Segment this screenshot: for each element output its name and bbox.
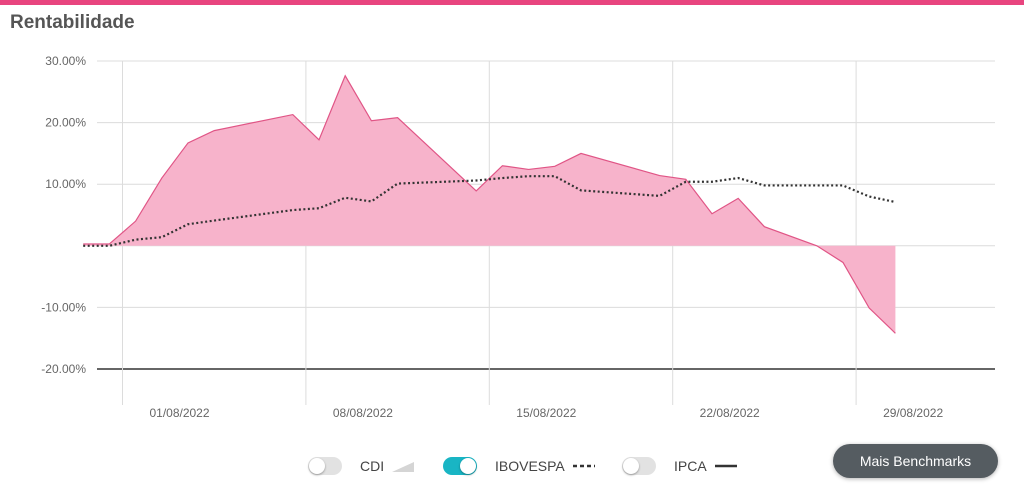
x-tick-label: 08/08/2022 bbox=[333, 406, 393, 420]
x-tick-label: 22/08/2022 bbox=[700, 406, 760, 420]
more-benchmarks-button[interactable]: Mais Benchmarks bbox=[833, 444, 998, 478]
x-tick-label: 29/08/2022 bbox=[883, 406, 943, 420]
cdi-label: CDI bbox=[360, 458, 385, 474]
ibovespa-label: IBOVESPA bbox=[495, 458, 565, 474]
x-tick-label: 15/08/2022 bbox=[516, 406, 576, 420]
ibovespa-series-line bbox=[83, 175, 896, 247]
toggle-knob bbox=[309, 458, 325, 474]
dotted-line-swatch-icon bbox=[572, 464, 595, 468]
fund-area bbox=[83, 75, 896, 334]
ipca-toggle[interactable] bbox=[622, 457, 656, 475]
y-tick-label: 20.00% bbox=[45, 116, 86, 130]
rentabilidade-chart: 30.00% 20.00% 10.00% -10.00% -20.00% 01/08/20… bbox=[41, 54, 995, 420]
legend-item-ibovespa: IBOVESPA bbox=[443, 454, 595, 478]
top-accent-bar bbox=[0, 0, 1024, 5]
y-tick-label: -10.00% bbox=[41, 300, 86, 314]
toggle-knob bbox=[460, 458, 476, 474]
legend-item-cdi: CDI bbox=[308, 454, 415, 478]
ibovespa-toggle[interactable] bbox=[443, 457, 477, 475]
y-tick-label: 10.00% bbox=[45, 177, 86, 191]
x-tick-label: 01/08/2022 bbox=[149, 406, 209, 420]
legend-item-ipca: IPCA bbox=[622, 454, 737, 478]
ipca-label: IPCA bbox=[674, 458, 707, 474]
benchmark-legend: CDI IBOVESPA IPCA bbox=[0, 446, 1024, 486]
page-title: Rentabilidade bbox=[10, 12, 135, 33]
y-tick-label: 30.00% bbox=[45, 54, 86, 68]
solid-line-swatch-icon bbox=[714, 464, 737, 468]
toggle-knob bbox=[623, 458, 639, 474]
cdi-toggle[interactable] bbox=[308, 457, 342, 475]
y-tick-label: -20.00% bbox=[41, 362, 86, 376]
area-swatch-icon bbox=[392, 462, 415, 472]
fund-line bbox=[83, 74, 896, 334]
